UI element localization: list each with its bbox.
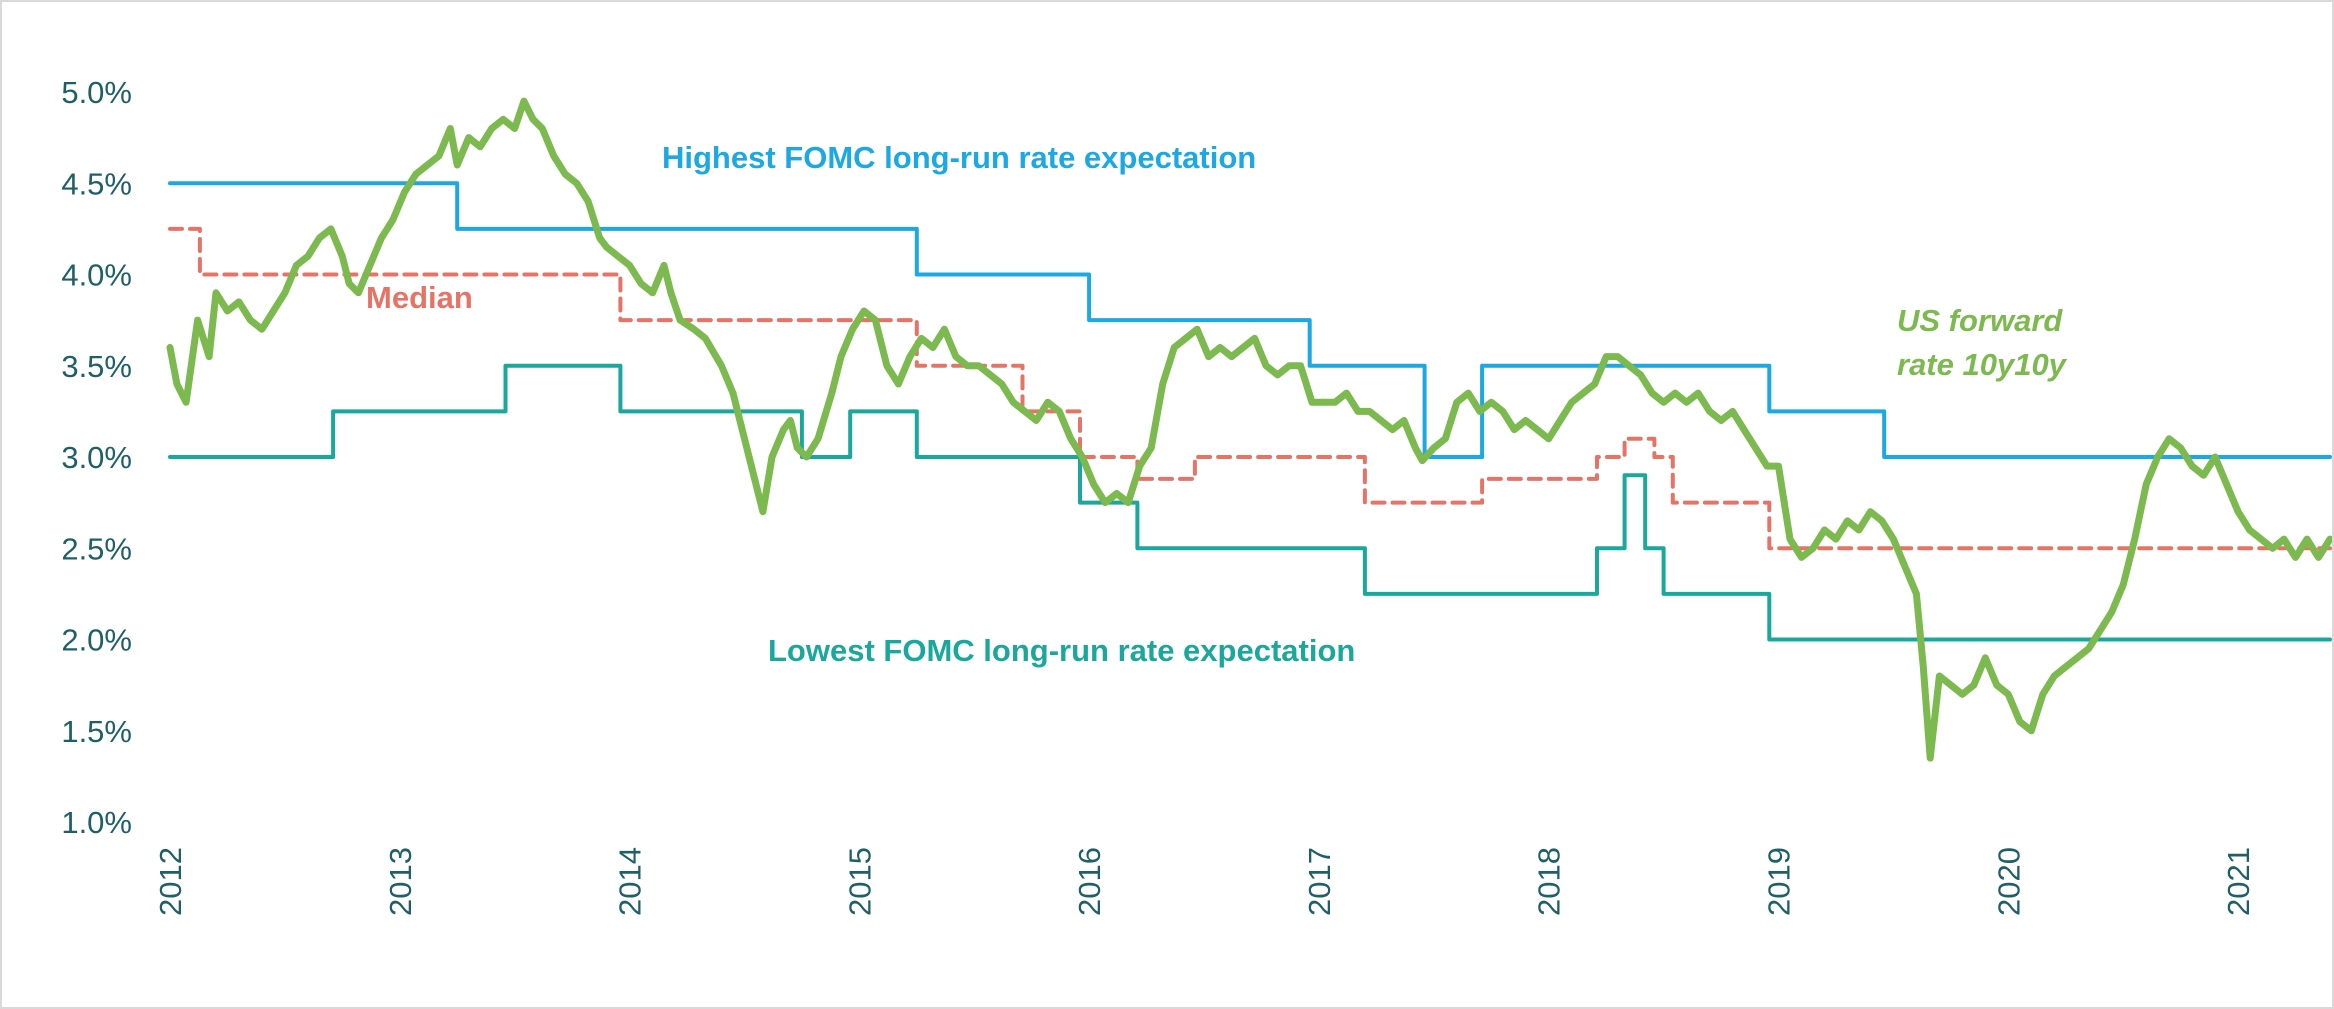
y-tick-label: 2.5% (61, 531, 132, 566)
y-tick-label: 1.0% (61, 805, 132, 840)
x-tick-label: 2012 (153, 847, 188, 916)
x-tick-label: 2020 (1991, 847, 2026, 916)
series-line-highest (168, 181, 2332, 459)
x-tick-label: 2016 (1072, 847, 1107, 916)
x-tick-label: 2018 (1532, 847, 1567, 916)
series-line-forward (166, 97, 2332, 762)
annotation-forward-line2: rate 10y10y (1897, 347, 2068, 382)
annotation-highest: Highest FOMC long-run rate expectation (662, 140, 1256, 175)
series-line-lowest (168, 363, 2332, 642)
annotations: Highest FOMC long-run rate expectation M… (366, 140, 2068, 668)
annotation-median: Median (366, 280, 473, 315)
x-tick-label: 2017 (1302, 847, 1337, 916)
x-tick-label: 2021 (2221, 847, 2256, 916)
annotation-lowest: Lowest FOMC long-run rate expectation (768, 633, 1355, 668)
series-layer (166, 97, 2332, 762)
x-tick-label: 2019 (1762, 847, 1797, 916)
x-tick-label: 2013 (383, 847, 418, 916)
y-tick-label: 4.5% (61, 166, 132, 201)
y-axis: 1.0% 1.5% 2.0% 2.5% 3.0% 3.5% 4.0% 4.5% 5.0% (61, 75, 132, 840)
x-tick-label: 2014 (613, 847, 648, 916)
x-axis: 2012 2013 2014 2015 2016 2017 2018 2019 2020 2021 (153, 847, 2256, 916)
x-tick-label: 2015 (842, 847, 877, 916)
y-tick-label: 4.0% (61, 258, 132, 293)
y-tick-label: 1.5% (61, 714, 132, 749)
y-tick-label: 5.0% (61, 75, 132, 110)
series-line-median (168, 226, 2332, 551)
annotation-forward-line1: US forward (1897, 303, 2063, 338)
y-tick-label: 3.5% (61, 349, 132, 384)
y-tick-label: 3.0% (61, 440, 132, 475)
y-tick-label: 2.0% (61, 623, 132, 658)
